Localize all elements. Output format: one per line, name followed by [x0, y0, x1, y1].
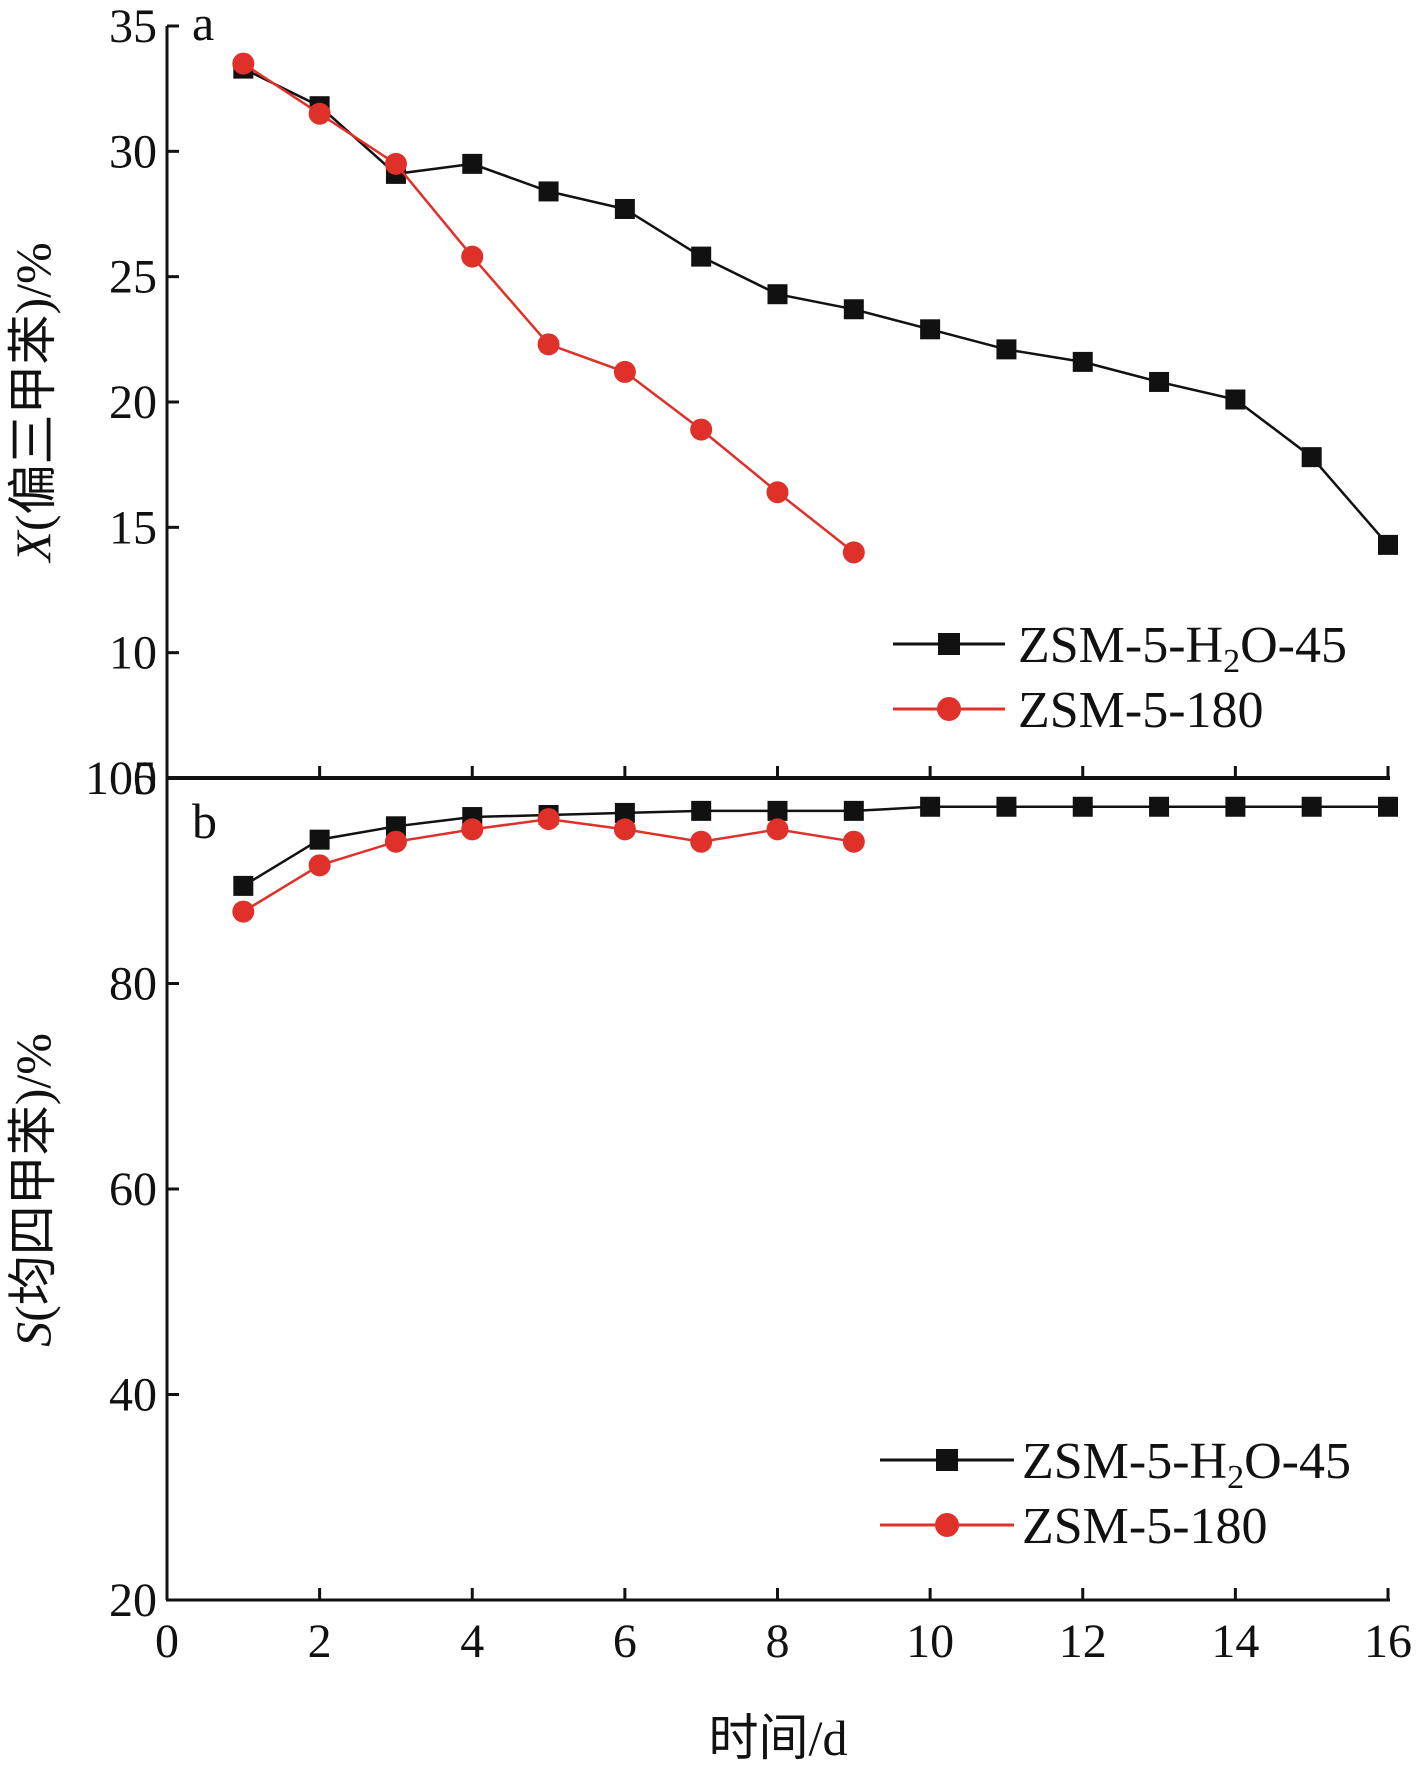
- legend-marker: [937, 697, 961, 721]
- legend-label-subscript: 2: [1223, 643, 1240, 680]
- series-line: [242, 62, 855, 554]
- y-tick-label: 30: [109, 125, 157, 178]
- data-point: [538, 181, 559, 202]
- y-tick-label: 35: [109, 0, 157, 53]
- legend-marker: [938, 633, 960, 655]
- data-point: [766, 481, 789, 504]
- data-point: [843, 299, 864, 320]
- data-point: [308, 102, 331, 125]
- data-point: [614, 802, 635, 823]
- y-tick-label: 20: [109, 1574, 157, 1627]
- data-point: [920, 319, 941, 340]
- x-tick-label: 0: [155, 1615, 179, 1668]
- data-point: [1072, 351, 1093, 372]
- y-tick-label: 5: [133, 752, 157, 805]
- data-point: [232, 900, 255, 923]
- data-point: [1301, 796, 1322, 817]
- data-point: [1149, 796, 1170, 817]
- y-tick-label: 25: [109, 251, 157, 304]
- legend-label: ZSM-5-180: [1018, 682, 1264, 739]
- x-tick-label: 6: [613, 1615, 637, 1668]
- x-tick-label: 14: [1211, 1615, 1259, 1668]
- x-tick-label: 10: [906, 1615, 954, 1668]
- series-line: [242, 805, 1388, 887]
- legend-label: ZSM-5-180: [1022, 1498, 1268, 1555]
- data-point: [462, 153, 483, 174]
- data-point: [767, 284, 788, 305]
- legend-label-part: O-45: [1240, 617, 1347, 674]
- legend-label-subscript: 2: [1227, 1459, 1244, 1496]
- x-axis-title: 时间/d: [709, 1710, 848, 1766]
- legend-label-part: O-45: [1244, 1433, 1351, 1490]
- x-tick-label: 4: [460, 1615, 484, 1668]
- series-line: [242, 817, 854, 913]
- data-point: [537, 808, 560, 831]
- y-axis-title-text: (均四甲苯)/%: [5, 1033, 61, 1322]
- panel-label: a: [192, 0, 214, 51]
- y-tick-label: 15: [109, 501, 157, 554]
- data-point: [1225, 796, 1246, 817]
- data-point: [308, 854, 331, 877]
- panel-label: b: [192, 793, 217, 849]
- data-point: [1149, 371, 1170, 392]
- data-point: [920, 796, 941, 817]
- data-point: [613, 818, 636, 841]
- data-point: [766, 818, 789, 841]
- legend-marker: [936, 1449, 958, 1471]
- y-tick-label: 10: [109, 627, 157, 680]
- series-line: [242, 67, 1389, 546]
- legend-label-part: ZSM-5-H: [1018, 617, 1223, 674]
- data-point: [691, 800, 712, 821]
- data-point: [996, 796, 1017, 817]
- data-point: [1378, 796, 1398, 817]
- y-axis-title-symbol: S: [5, 1322, 61, 1347]
- data-point: [1225, 389, 1246, 410]
- x-tick-label: 8: [766, 1615, 790, 1668]
- data-point: [767, 800, 788, 821]
- data-point: [613, 360, 636, 383]
- y-axis-title-text: (偏三甲苯)/%: [5, 242, 61, 531]
- legend-label-part: ZSM-5-180: [1022, 1498, 1268, 1555]
- y-tick-label: 40: [109, 1369, 157, 1422]
- y-axis-title: S(均四甲苯)/%: [5, 1033, 61, 1347]
- data-point: [996, 339, 1017, 360]
- y-tick-label: 80: [109, 958, 157, 1011]
- data-point: [384, 152, 407, 175]
- data-point: [461, 245, 484, 268]
- data-point: [690, 830, 713, 853]
- x-tick-label: 2: [308, 1615, 332, 1668]
- y-tick-label: 100: [85, 752, 157, 805]
- y-axis-title: X(偏三甲苯)/%: [5, 242, 61, 563]
- data-point: [537, 333, 560, 356]
- legend-label-part: ZSM-5-H: [1022, 1433, 1227, 1490]
- x-tick-label: 16: [1364, 1615, 1412, 1668]
- data-point: [1072, 796, 1093, 817]
- x-tick-label: 12: [1059, 1615, 1107, 1668]
- data-point: [690, 418, 713, 441]
- y-axis-title-symbol: X: [5, 529, 61, 564]
- data-point: [614, 198, 635, 219]
- data-point: [1301, 447, 1322, 468]
- panel-b: 20 40 60 80 100 0 2 4 6 8 10 12 14 16 时间/d b S(均四甲苯)/% ZS…: [5, 752, 1412, 1766]
- data-point: [384, 830, 407, 853]
- y-tick-label: 20: [109, 376, 157, 429]
- legend-label: ZSM-5-H2O-45: [1022, 1433, 1351, 1496]
- data-point: [232, 52, 255, 75]
- legend-label: ZSM-5-H2O-45: [1018, 617, 1347, 680]
- data-point: [461, 818, 484, 841]
- y-tick-label: 60: [109, 1163, 157, 1216]
- data-point: [691, 246, 712, 267]
- data-point: [1378, 534, 1398, 555]
- data-point: [843, 800, 864, 821]
- data-point: [385, 816, 406, 837]
- data-point: [842, 830, 865, 853]
- legend-label-part: ZSM-5-180: [1018, 682, 1264, 739]
- data-point: [233, 875, 254, 896]
- data-point: [309, 829, 330, 850]
- data-point: [842, 541, 865, 564]
- legend-marker: [935, 1513, 959, 1537]
